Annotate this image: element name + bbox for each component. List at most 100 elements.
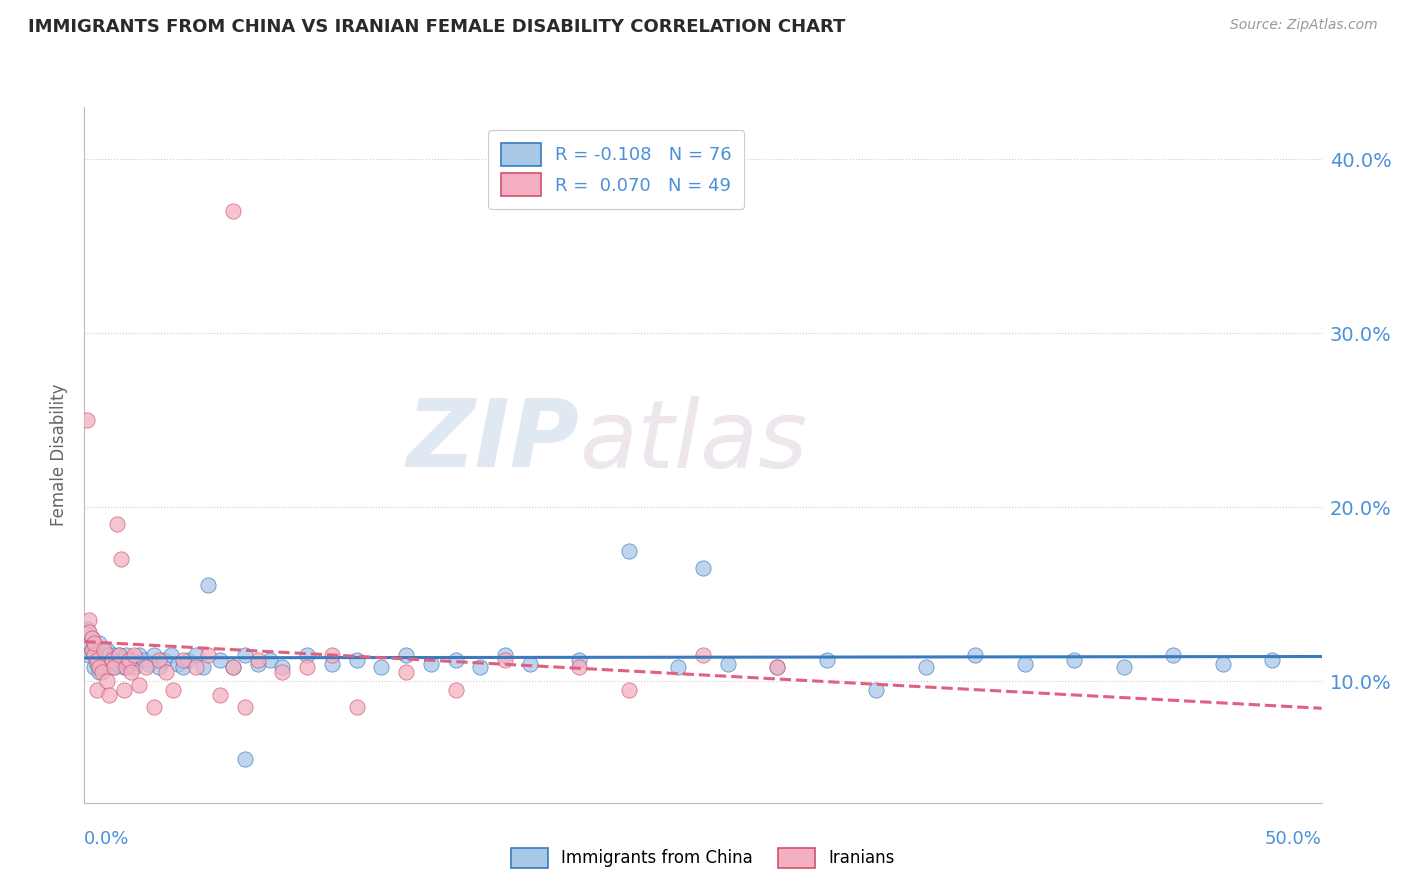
Point [118, 653, 141, 667]
Point [103, 660, 125, 674]
Point [246, 657, 269, 671]
Point [148, 653, 170, 667]
Point [96, 642, 118, 657]
Text: 0.0%: 0.0% [84, 830, 129, 847]
Point [96, 674, 118, 689]
Point [76, 622, 98, 636]
Point [346, 653, 368, 667]
Point [177, 653, 200, 667]
Point [568, 653, 591, 667]
Point [965, 648, 987, 662]
Point [222, 660, 245, 674]
Point [120, 653, 142, 667]
Point [86, 682, 108, 697]
Point [93, 642, 115, 657]
Point [80, 631, 103, 645]
Point [1261, 653, 1284, 667]
Point [98, 660, 121, 674]
Point [246, 653, 269, 667]
Point [692, 561, 714, 575]
Text: 50.0%: 50.0% [1265, 830, 1322, 847]
Point [135, 660, 157, 674]
Point [494, 653, 516, 667]
Point [83, 660, 105, 674]
Point [118, 657, 141, 671]
Point [110, 653, 132, 667]
Point [103, 648, 125, 662]
Point [79, 625, 101, 640]
Point [1161, 648, 1184, 662]
Point [128, 648, 150, 662]
Point [138, 657, 160, 671]
Point [184, 648, 207, 662]
Point [160, 648, 183, 662]
Point [122, 648, 145, 662]
Point [98, 648, 121, 662]
Point [132, 653, 155, 667]
Point [395, 665, 418, 680]
Point [100, 653, 122, 667]
Point [172, 660, 194, 674]
Point [1014, 657, 1036, 671]
Point [80, 642, 103, 657]
Point [105, 657, 128, 671]
Point [155, 665, 177, 680]
Point [271, 660, 294, 674]
Point [98, 688, 121, 702]
Point [346, 700, 368, 714]
Point [80, 631, 103, 645]
Point [395, 648, 418, 662]
Text: ZIP: ZIP [406, 395, 579, 487]
Point [108, 648, 131, 662]
Text: Source: ZipAtlas.com: Source: ZipAtlas.com [1230, 18, 1378, 32]
Point [80, 642, 103, 657]
Point [89, 660, 111, 674]
Point [470, 660, 492, 674]
Point [197, 648, 219, 662]
Point [86, 657, 108, 671]
Point [259, 653, 281, 667]
Point [233, 752, 256, 766]
Point [86, 653, 108, 667]
Point [914, 660, 936, 674]
Point [172, 653, 194, 667]
Point [79, 636, 101, 650]
Point [666, 660, 689, 674]
Point [865, 682, 887, 697]
Point [142, 648, 165, 662]
Point [148, 660, 170, 674]
Point [617, 543, 640, 558]
Point [321, 657, 343, 671]
Point [295, 660, 318, 674]
Point [197, 578, 219, 592]
Y-axis label: Female Disability: Female Disability [51, 384, 69, 526]
Point [617, 682, 640, 697]
Point [295, 648, 318, 662]
Point [128, 677, 150, 691]
Point [100, 653, 122, 667]
Point [90, 665, 112, 680]
Point [370, 660, 392, 674]
Point [83, 639, 105, 653]
Point [108, 648, 131, 662]
Point [105, 517, 128, 532]
Point [321, 648, 343, 662]
Point [89, 665, 111, 680]
Point [93, 648, 115, 662]
Legend: R = -0.108   N = 76, R =  0.070   N = 49: R = -0.108 N = 76, R = 0.070 N = 49 [488, 130, 744, 209]
Point [115, 660, 138, 674]
Point [233, 648, 256, 662]
Point [120, 665, 142, 680]
Point [122, 660, 145, 674]
Point [93, 660, 115, 674]
Point [766, 660, 789, 674]
Point [1112, 660, 1135, 674]
Point [90, 642, 112, 657]
Text: atlas: atlas [579, 395, 807, 486]
Point [209, 653, 232, 667]
Point [152, 653, 174, 667]
Point [209, 688, 232, 702]
Point [167, 657, 190, 671]
Point [1063, 653, 1085, 667]
Point [83, 648, 105, 662]
